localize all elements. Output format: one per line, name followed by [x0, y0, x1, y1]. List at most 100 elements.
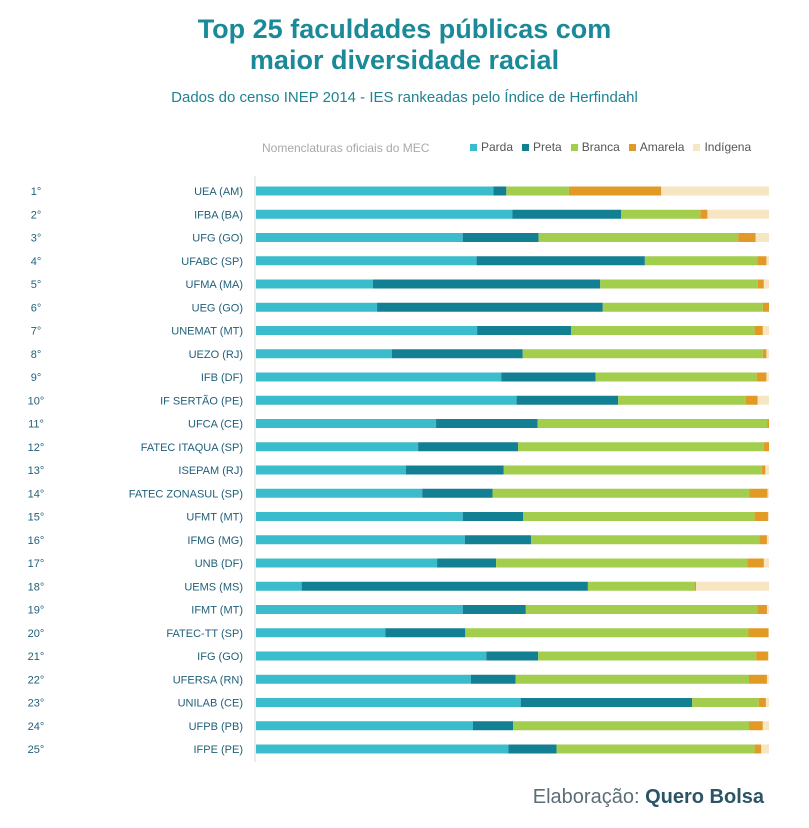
bar-segment-preta — [372, 279, 601, 289]
bar-segment-parda — [256, 372, 502, 382]
bar-segment-parda — [256, 465, 406, 475]
category-label: IFG (GO) — [197, 651, 243, 663]
rank-label: 12° — [28, 442, 45, 454]
bar-segment-branca — [518, 442, 764, 452]
bar-segment-branca — [556, 744, 755, 754]
rank-label: 11° — [28, 419, 44, 431]
category-label: UFMA (MA) — [186, 279, 243, 291]
bar-segment-amarela — [700, 209, 708, 219]
bar-segment-branca — [492, 488, 750, 498]
bar-segment-amarela — [749, 488, 768, 498]
bar-segment-amarela — [757, 605, 767, 614]
bar-segment-branca — [530, 535, 760, 545]
bar-segment-indígena — [661, 186, 769, 196]
legend-label: Amarela — [639, 140, 685, 154]
chart-title-line-2: maior diversidade racial — [249, 45, 560, 75]
bar-segment-parda — [256, 186, 494, 196]
rank-label: 6° — [31, 302, 42, 314]
category-label: IFMT (MT) — [191, 605, 243, 617]
bar-segment-preta — [476, 256, 645, 266]
bar-segment-amarela — [738, 233, 756, 242]
bar-segment-preta — [477, 326, 571, 335]
rank-label: 23° — [28, 698, 45, 710]
bar-segment-indígena — [766, 372, 769, 382]
legend-title: Nomenclaturas oficiais do MEC — [262, 141, 430, 155]
bar-segment-amarela — [757, 279, 764, 289]
bar-segment-preta — [493, 186, 507, 196]
bar-segment-parda — [256, 279, 373, 289]
bar-segment-branca — [496, 558, 748, 568]
bar-segment-amarela — [761, 465, 766, 475]
legend-item-preta: Preta — [522, 140, 562, 154]
rank-label: 7° — [31, 326, 42, 338]
chart-title-line-1: Top 25 faculdades públicas com — [197, 14, 612, 44]
bar-segment-parda — [256, 558, 438, 568]
bar-segment-branca — [513, 721, 749, 731]
bar-segment-preta — [462, 233, 539, 242]
bar-segment-branca — [595, 372, 757, 382]
bar-segment-indígena — [757, 395, 769, 405]
bar-segment-indígena — [765, 465, 769, 475]
bar-segment-amarela — [763, 442, 769, 452]
bar-segment-preta — [422, 488, 493, 498]
bar-segment-parda — [256, 256, 477, 266]
bar-segment-amarela — [747, 558, 764, 568]
bar-segment-preta — [418, 442, 519, 452]
bar-segment-parda — [256, 302, 378, 312]
bar-segment-parda — [256, 698, 521, 707]
bar-segment-branca — [600, 279, 758, 289]
footer-prefix: Elaboração: — [532, 786, 640, 808]
rank-label: 2° — [31, 209, 42, 221]
legend-swatch — [570, 143, 578, 151]
rank-label: 21° — [28, 651, 45, 663]
rank-label: 17° — [28, 558, 45, 570]
bar-segment-branca — [644, 256, 758, 266]
bar-segment-preta — [520, 698, 693, 707]
bar-segment-amarela — [767, 419, 769, 428]
rank-label: 19° — [28, 605, 45, 617]
bar-segment-indígena — [767, 651, 769, 661]
bar-segment-parda — [256, 628, 386, 638]
bar-segment-branca — [538, 651, 757, 661]
bar-segment-parda — [256, 395, 517, 405]
bar-segment-indígena — [707, 209, 769, 219]
bar-segment-parda — [256, 651, 487, 661]
legend-label: Branca — [581, 140, 620, 154]
bar-segment-indígena — [696, 581, 769, 591]
bar-segment-indígena — [762, 326, 769, 335]
bar-segment-amarela — [759, 535, 767, 545]
bar-segment-preta — [508, 744, 557, 754]
bar-segment-amarela — [757, 256, 767, 266]
bar-segment-indígena — [755, 233, 769, 242]
bar-segment-branca — [523, 512, 755, 521]
bar-segment-branca — [465, 628, 749, 638]
bar-segment-preta — [391, 349, 523, 359]
category-label: UEMS (MS) — [184, 581, 243, 593]
bar-segment-branca — [602, 302, 763, 312]
bar-segment-preta — [462, 605, 526, 614]
rank-label: 22° — [28, 674, 45, 686]
bar-segment-parda — [256, 442, 419, 452]
bar-segment-branca — [537, 419, 768, 428]
category-label: UEZO (RJ) — [189, 349, 243, 361]
bar-segment-preta — [470, 674, 516, 684]
bar-segment-parda — [256, 721, 473, 731]
rank-label: 4° — [31, 256, 42, 268]
bar-segment-parda — [256, 488, 423, 498]
rank-label: 14° — [28, 488, 45, 500]
bar-segment-preta — [436, 419, 538, 428]
category-label: UFABC (SP) — [181, 256, 243, 268]
category-label: FATEC ITAQUA (SP) — [141, 442, 243, 454]
category-label: FATEC ZONASUL (SP) — [129, 488, 243, 500]
bar-segment-preta — [464, 535, 531, 545]
rank-label: 3° — [31, 233, 42, 245]
bar-segment-amarela — [748, 721, 763, 731]
bar-segment-indígena — [768, 628, 769, 638]
bar-segment-preta — [472, 721, 514, 731]
bar-segment-indígena — [761, 744, 769, 754]
legend-item-indígena: Indígena — [693, 140, 751, 154]
bar-segment-branca — [621, 209, 701, 219]
bar-segment-preta — [377, 302, 603, 312]
rank-label: 9° — [31, 372, 42, 384]
bar-segment-branca — [692, 698, 759, 707]
